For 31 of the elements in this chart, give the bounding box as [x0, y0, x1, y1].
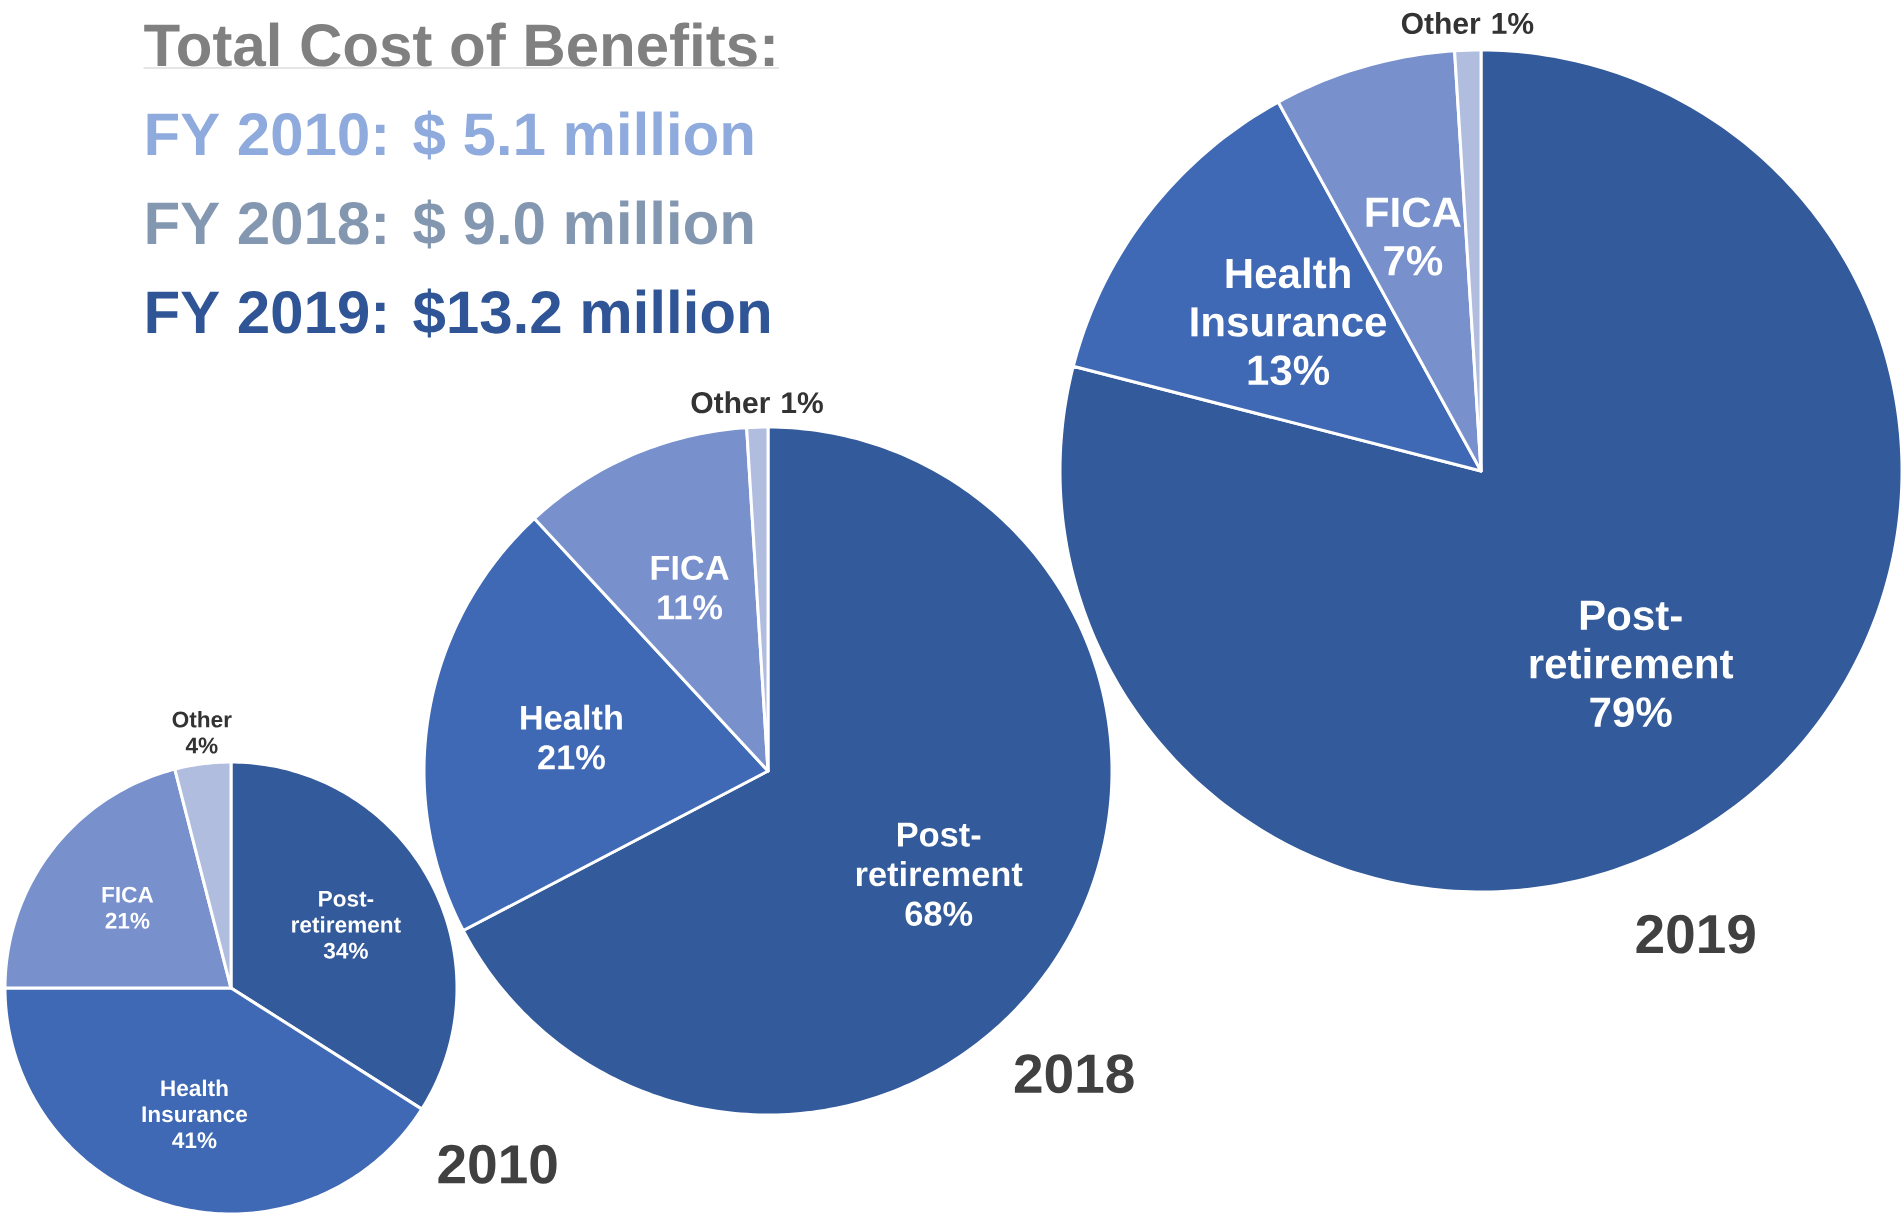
- slice-label: Health Insurance: [1191, 257, 1387, 337]
- slice-label: Post-retirement: [292, 890, 401, 933]
- slice-label: Health: [521, 704, 622, 730]
- text: 2018: [1014, 1054, 1134, 1094]
- data-label: 21%: [538, 745, 605, 770]
- data-label: 79%: [1590, 697, 1672, 728]
- slice-label: FICA: [651, 555, 729, 580]
- data-label: 41%: [172, 1132, 217, 1149]
- text: FY 2010: $ 5.1 million: [147, 110, 753, 160]
- data-label: 1%: [782, 392, 823, 414]
- slice-label: Other: [1401, 12, 1481, 35]
- data-label: 11%: [658, 595, 723, 620]
- text: 2010: [438, 1144, 557, 1184]
- slice-label: Health Insurance: [142, 1079, 248, 1123]
- data-label: 1%: [1492, 12, 1534, 34]
- text: 2019: [1636, 914, 1755, 954]
- slice-label: Post-retirement: [856, 822, 1023, 887]
- data-label: 68%: [905, 901, 973, 926]
- text: FY 2018: $ 9.0 million: [147, 199, 753, 249]
- text: Total Cost of Benefits:: [144, 22, 774, 67]
- data-label: 21%: [105, 912, 150, 929]
- data-label: 4%: [185, 737, 218, 754]
- data-label: 7%: [1384, 245, 1443, 276]
- text: FY 2019: $13.2 million: [147, 288, 769, 338]
- data-label: 34%: [323, 942, 368, 959]
- slice-label: Other: [172, 710, 232, 728]
- slice-label: Post-retirement: [1530, 600, 1734, 679]
- data-label: 13%: [1248, 355, 1330, 386]
- slice-label: FICA: [1366, 197, 1461, 228]
- slice-label: FICA: [102, 886, 154, 903]
- slice-label: Other: [691, 391, 770, 414]
